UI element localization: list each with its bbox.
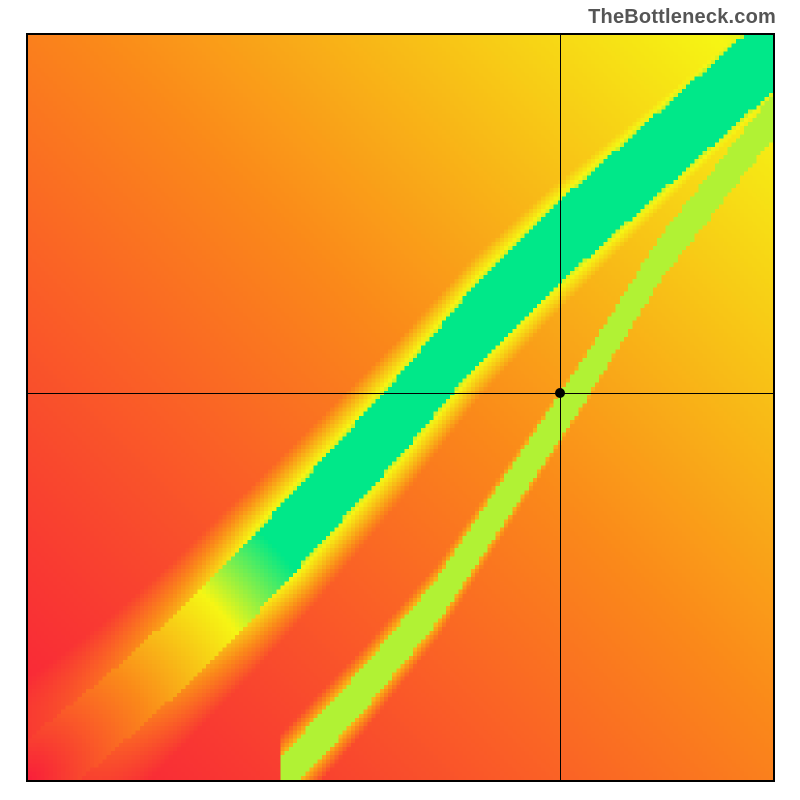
- attribution-text: TheBottleneck.com: [588, 6, 776, 29]
- heatmap-plot: [26, 33, 775, 782]
- heatmap-canvas: [28, 35, 773, 780]
- chart-container: TheBottleneck.com: [0, 0, 800, 800]
